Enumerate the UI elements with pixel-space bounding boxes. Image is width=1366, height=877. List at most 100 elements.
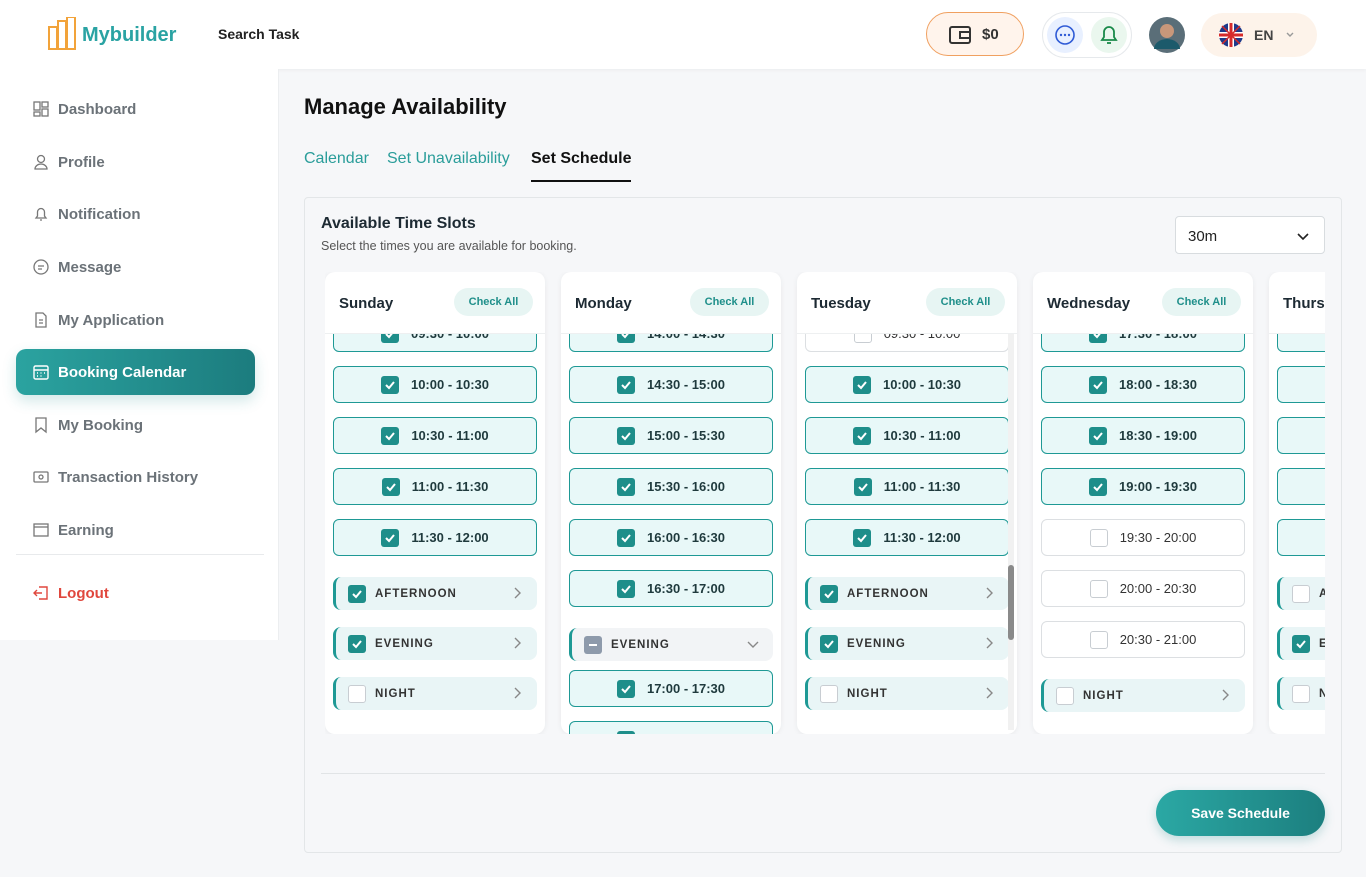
period-group[interactable]: NIGHT (333, 677, 537, 710)
nav-item[interactable]: Message (16, 244, 255, 290)
language-select[interactable]: EN (1201, 13, 1317, 57)
time-slot[interactable]: 10:30 - 11:00 (805, 417, 1009, 454)
time-slot[interactable]: 11:30 - 12:00 (333, 519, 537, 556)
nav-item[interactable]: Booking Calendar (16, 349, 255, 395)
checkbox[interactable] (616, 679, 635, 698)
wallet[interactable]: $0 (926, 12, 1024, 56)
time-slot[interactable]: 15:30 - 16:00 (569, 468, 773, 505)
nav-item[interactable]: Dashboard (16, 86, 255, 132)
checkbox[interactable] (616, 579, 635, 598)
time-slot[interactable]: 11:30 - 12:00 (805, 519, 1009, 556)
time-slot[interactable]: 19:00 - 19:30 (1041, 468, 1245, 505)
period-group[interactable]: NIGHT (1277, 677, 1325, 710)
time-slot[interactable]: 20:30 - 21:00 (1041, 621, 1245, 658)
checkbox[interactable] (616, 426, 635, 445)
nav-item[interactable]: Earning (16, 507, 255, 553)
checkbox[interactable] (380, 334, 399, 343)
checkbox[interactable] (1089, 630, 1108, 649)
period-group[interactable]: AFTERNOON (333, 577, 537, 610)
time-slot[interactable]: 17:30 - 18:00 (569, 721, 773, 734)
time-slot[interactable]: 09:30 - 10:00 (805, 334, 1009, 352)
period-group[interactable]: AFTERNOON (1277, 577, 1325, 610)
checkbox[interactable] (381, 426, 400, 445)
time-slot[interactable]: 17:30 - 18:00 (1041, 334, 1245, 352)
time-slot[interactable] (1277, 468, 1325, 505)
checkbox[interactable] (381, 477, 400, 496)
tab[interactable]: Set Schedule (531, 150, 632, 182)
checkbox[interactable] (616, 528, 635, 547)
period-group[interactable]: EVENING (805, 627, 1009, 660)
nav-item[interactable]: My Application (16, 297, 255, 343)
checkbox[interactable] (348, 634, 366, 653)
checkbox[interactable] (853, 334, 872, 343)
checkbox[interactable] (616, 375, 635, 394)
check-all-button[interactable]: Check All (454, 288, 533, 316)
logout[interactable]: Logout (16, 570, 255, 616)
nav-item[interactable]: Profile (16, 139, 255, 185)
checkbox[interactable] (380, 375, 399, 394)
checkbox[interactable] (853, 426, 872, 445)
checkbox[interactable] (820, 634, 838, 653)
nav-item[interactable]: My Booking (16, 402, 255, 448)
checkbox[interactable] (1088, 477, 1107, 496)
time-slot[interactable] (1277, 334, 1325, 352)
checkbox[interactable] (381, 528, 400, 547)
time-slot[interactable]: 18:00 - 18:30 (1041, 366, 1245, 403)
checkbox[interactable] (1292, 684, 1310, 703)
time-slot[interactable]: 16:00 - 16:30 (569, 519, 773, 556)
checkbox[interactable] (348, 684, 366, 703)
period-group[interactable]: EVENING (333, 627, 537, 660)
period-group[interactable]: AFTERNOON (805, 577, 1009, 610)
checkbox[interactable] (853, 528, 872, 547)
search-task[interactable]: Search Task (218, 26, 300, 42)
time-slot[interactable]: 19:30 - 20:00 (1041, 519, 1245, 556)
period-group[interactable]: NIGHT (805, 677, 1009, 710)
time-slot[interactable]: 15:00 - 15:30 (569, 417, 773, 454)
nav-item[interactable]: Notification (16, 191, 255, 237)
tab[interactable]: Calendar (304, 150, 369, 167)
time-slot[interactable] (1277, 519, 1325, 556)
checkbox[interactable] (1292, 584, 1310, 603)
period-group[interactable]: EVENING (1277, 627, 1325, 660)
tab[interactable]: Set Unavailability (387, 150, 510, 167)
time-slot[interactable]: 18:30 - 19:00 (1041, 417, 1245, 454)
time-slot[interactable]: 10:00 - 10:30 (333, 366, 537, 403)
bell-button[interactable] (1091, 17, 1127, 53)
time-slot[interactable] (1277, 366, 1325, 403)
period-group[interactable]: NIGHT (1041, 679, 1245, 712)
time-slot[interactable]: 09:30 - 10:00 (333, 334, 537, 352)
time-slot[interactable]: 11:00 - 11:30 (333, 468, 537, 505)
check-all-button[interactable]: Check All (690, 288, 769, 316)
avatar[interactable] (1149, 17, 1185, 53)
scrollbar-thumb[interactable] (1008, 565, 1014, 640)
time-slot[interactable]: 10:30 - 11:00 (333, 417, 537, 454)
checkbox[interactable] (348, 584, 366, 603)
chat-button[interactable] (1047, 17, 1083, 53)
checkbox[interactable] (820, 584, 838, 603)
period-group[interactable]: EVENING (569, 628, 773, 661)
checkbox[interactable] (1088, 334, 1107, 343)
checkbox[interactable] (1088, 426, 1107, 445)
checkbox[interactable] (853, 477, 872, 496)
time-slot[interactable]: 14:00 - 14:30 (569, 334, 773, 352)
save-button[interactable]: Save Schedule (1156, 790, 1325, 836)
time-slot[interactable]: 16:30 - 17:00 (569, 570, 773, 607)
nav-item[interactable]: Transaction History (16, 454, 255, 500)
checkbox[interactable] (1089, 579, 1108, 598)
time-slot[interactable]: 20:00 - 20:30 (1041, 570, 1245, 607)
checkbox[interactable] (1056, 686, 1074, 705)
checkbox[interactable] (852, 375, 871, 394)
check-all-button[interactable]: Check All (926, 288, 1005, 316)
checkbox[interactable] (584, 635, 602, 654)
time-slot[interactable]: 14:30 - 15:00 (569, 366, 773, 403)
time-slot[interactable]: 10:00 - 10:30 (805, 366, 1009, 403)
checkbox[interactable] (616, 334, 635, 343)
time-slot[interactable]: 17:00 - 17:30 (569, 670, 773, 707)
time-slot[interactable] (1277, 417, 1325, 454)
check-all-button[interactable]: Check All (1162, 288, 1241, 316)
checkbox[interactable] (616, 730, 635, 734)
checkbox[interactable] (820, 684, 838, 703)
checkbox[interactable] (616, 477, 635, 496)
checkbox[interactable] (1292, 634, 1310, 653)
checkbox[interactable] (1088, 375, 1107, 394)
